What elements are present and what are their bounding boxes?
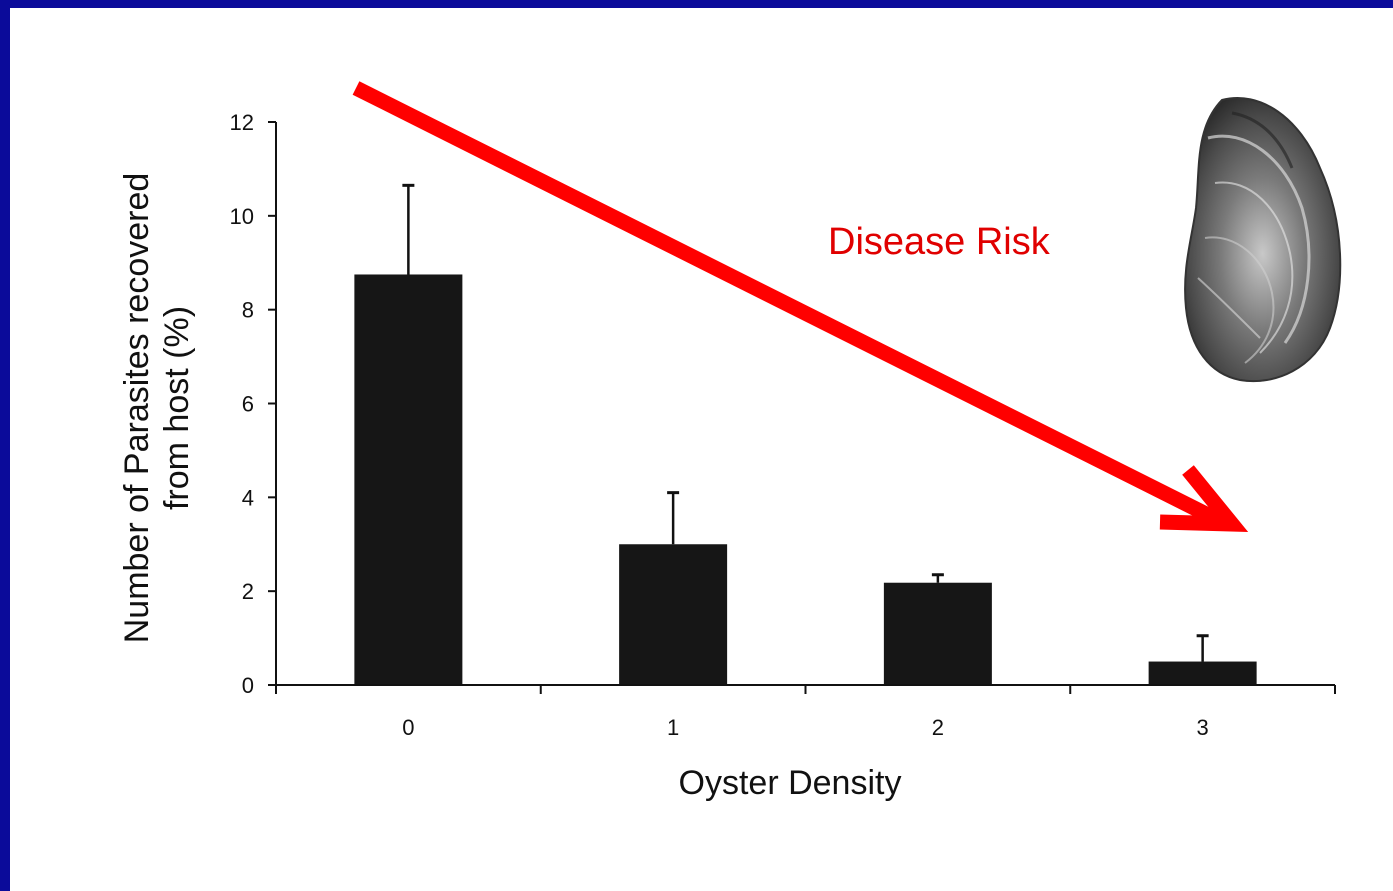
arrow-shaft [352,81,1230,531]
oyster-image [1184,97,1342,383]
y-axis-title-line2: from host (%) [158,306,196,510]
y-axis-title: Number of Parasites recovered from host … [118,173,196,644]
y-tick-label: 8 [242,298,254,323]
bar-density-1 [619,544,728,685]
x-tick-label: 2 [932,715,944,740]
bar-density-0 [354,274,463,685]
y-tick-label: 6 [242,392,254,417]
x-tick-label: 3 [1197,715,1209,740]
x-tick-label: 1 [667,715,679,740]
disease-risk-label: Disease Risk [828,221,1051,263]
y-tick-label: 0 [242,673,254,698]
y-tick-label: 12 [230,110,254,135]
y-tick-label: 4 [242,485,254,510]
bar-density-2 [883,582,992,685]
x-axis-title: Oyster Density [679,764,902,802]
arrow-head [1159,465,1249,532]
bars-layer [354,183,1257,685]
bar-density-3 [1148,661,1257,685]
y-axis-title-line1: Number of Parasites recovered [118,173,156,644]
disease-risk-arrow [352,81,1249,532]
y-tick-label: 10 [230,204,254,229]
x-tick-label: 0 [402,715,414,740]
y-tick-label: 2 [242,579,254,604]
slide: 0 2 4 6 8 10 12 0 1 2 3 Oyster Density Number of P… [10,8,1393,891]
